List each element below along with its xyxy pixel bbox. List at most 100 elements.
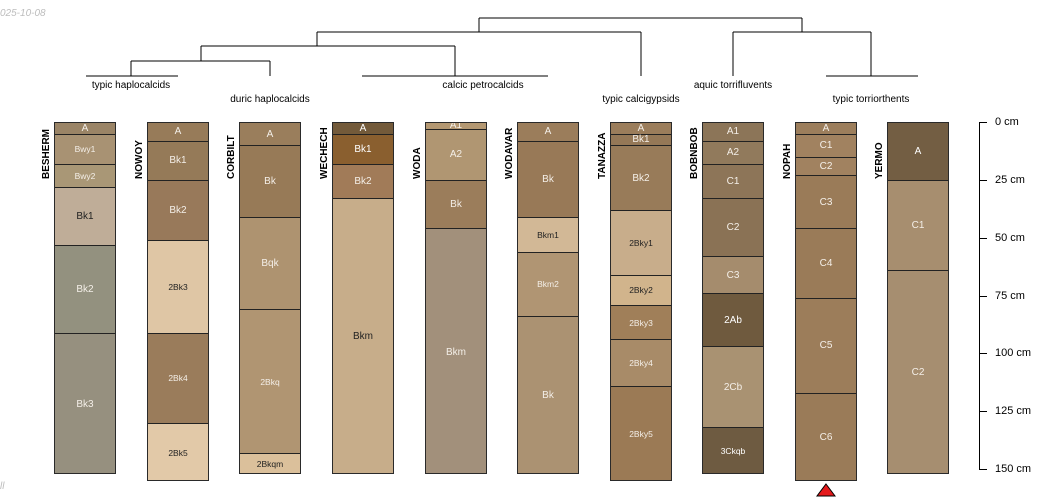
horizon: Bk2 [333,164,393,200]
horizon: A [518,123,578,142]
horizon: C1 [796,134,856,158]
footer-stamp: ll [0,481,5,492]
horizon: C1 [703,164,763,200]
horizon: A [240,123,300,147]
horizon: C6 [796,393,856,480]
horizon: Bk2 [611,146,671,211]
horizon: A2 [426,129,486,181]
dendrogram [86,17,918,77]
depth-tick [979,237,987,239]
horizon: C4 [796,229,856,299]
horizon: C3 [703,257,763,295]
horizon: Bwy1 [55,134,115,165]
horizon: Bk [518,317,578,473]
horizon: A [611,123,671,135]
group-label: calcic petrocalcids [442,80,524,91]
depth-tick-label: 75 cm [995,289,1025,302]
profile-name: WODAVAR [504,127,515,179]
horizon: 2Bky3 [611,305,671,341]
horizon: Bk [518,141,578,218]
depth-tick [979,353,987,355]
horizon: Bk2 [148,180,208,241]
group-label: typic calcigypsids [602,94,680,105]
horizon: C3 [796,176,856,230]
profile-column: A C1 C2 [887,122,949,474]
horizon: C2 [796,157,856,177]
horizon: 2Bkq [240,310,300,454]
profile-name: NOPAH [782,143,793,179]
horizon: A [333,123,393,135]
horizon: 2Bky2 [611,275,671,306]
profile-name: CORBILT [226,135,237,179]
profile-column: A1 A2 Bk Bkm [425,122,487,474]
horizon: Bk1 [55,187,115,246]
horizon: Bwy2 [55,164,115,188]
horizon: C5 [796,298,856,394]
horizon: Bk [426,180,486,230]
horizon: Bk3 [55,333,115,473]
profile-column: A Bk Bqk 2Bkq 2Bkqm [239,122,301,474]
profile-column: A Bk1 Bk2 Bkm [332,122,394,474]
horizon: Bkm [426,229,486,473]
group-label: typic torriorthents [832,94,910,105]
horizon: Bk [240,146,300,218]
profile-name: BOBNBOB [689,127,700,179]
profile-name: NOWOY [134,140,145,179]
profile-name: WODA [412,147,423,179]
horizon: Bk2 [55,245,115,334]
marker-triangle [816,483,836,497]
depth-tick-label: 25 cm [995,173,1025,186]
horizon: C2 [703,199,763,258]
profile-name: TANAZZA [597,132,608,179]
profile-column: A Bk1 Bk2 2Bky1 2Bky2 2Bky3 2Bky4 2Bky5 [610,122,672,481]
depth-tick [979,295,987,297]
profile-column: A Bwy1 Bwy2 Bk1 Bk2 Bk3 [54,122,116,474]
depth-tick-label: 125 cm [995,405,1032,418]
depth-tick [979,411,987,413]
horizon: C2 [888,271,948,473]
profile-name: WECHECH [319,127,330,179]
horizon: 2Bk3 [148,240,208,334]
depth-tick [979,469,987,470]
horizon: 2Bky1 [611,210,671,276]
horizon: 2Bkqm [240,453,300,473]
horizon: 2Bky5 [611,386,671,480]
horizon: A [888,123,948,181]
horizon: Bkm [333,199,393,473]
horizon: A [148,123,208,142]
profile-column: A1 A2 C1 C2 C3 2Ab 2Cb 3Ckqb [702,122,764,474]
horizon: A2 [703,141,763,165]
profile-name: YERMO [874,142,885,179]
horizon: 2Ab [703,294,763,348]
depth-tick [979,179,987,181]
depth-tick-label: 150 cm [995,463,1032,475]
depth-tick-label: 0 cm [995,116,1019,128]
horizon: 2Bk5 [148,423,208,480]
horizon: 3Ckqb [703,428,763,473]
horizon: Bkm1 [518,217,578,253]
horizon: C1 [888,180,948,272]
horizon: A [55,123,115,135]
group-label: duric haplocalcids [230,94,310,105]
horizon: 2Bk4 [148,333,208,424]
horizon: Bk1 [333,134,393,165]
group-label: aquic torrifluvents [693,80,773,91]
depth-tick-label: 100 cm [995,347,1032,360]
horizon: Bk1 [611,134,671,147]
horizon: A1 [426,123,486,131]
profile-column: A C1 C2 C3 C4 C5 C6 [795,122,857,481]
depth-tick [979,122,987,123]
date-stamp: 025-10-08 [0,8,46,19]
horizon: Bkm2 [518,252,578,318]
horizon: A [796,123,856,135]
profile-column: A Bk1 Bk2 2Bk3 2Bk4 2Bk5 [147,122,209,481]
profile-name: BESHERM [41,128,52,179]
horizon: 2Bky4 [611,340,671,387]
horizon: Bk1 [148,141,208,181]
profile-column: A Bk Bkm1 Bkm2 Bk [517,122,579,474]
horizon: Bqk [240,217,300,311]
horizon: 2Cb [703,347,763,429]
horizon: A1 [703,123,763,142]
group-label: typic haplocalcids [91,80,171,91]
depth-tick-label: 50 cm [995,231,1025,244]
